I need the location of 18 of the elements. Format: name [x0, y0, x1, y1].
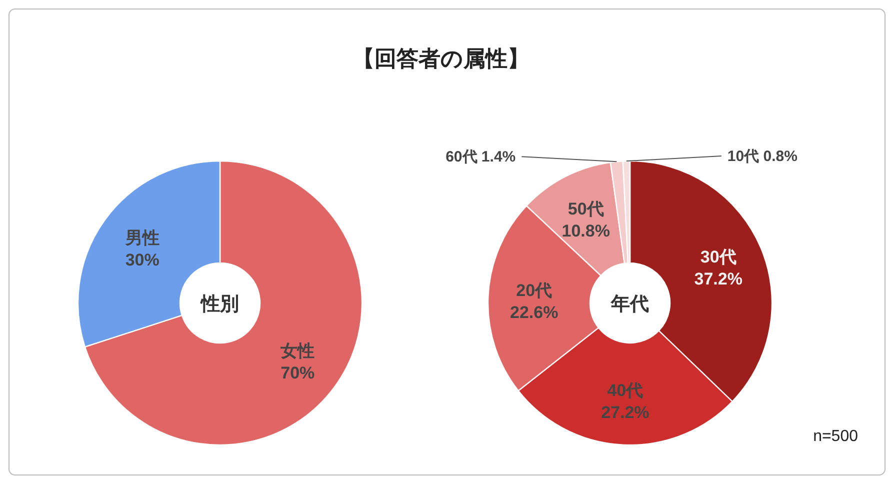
slice-label: 20代 [516, 280, 552, 300]
text: n=500 [813, 428, 858, 445]
slice-label: 女性 [280, 341, 315, 360]
data-label: 27.2% [601, 402, 650, 422]
text: 性別 [200, 294, 239, 315]
slice-label: 50代 [568, 200, 604, 219]
data-label: 30% [125, 250, 160, 270]
slice-label: 40代 [607, 380, 644, 400]
data-label: 37.2% [694, 269, 742, 288]
slice-label: 30代 [700, 247, 736, 266]
slice-label: 男性 [124, 228, 160, 248]
slice-label: 60代 1.4% [446, 148, 516, 166]
text: 年代 [610, 294, 649, 315]
data-label: 22.6% [510, 302, 558, 322]
data-label: 70% [280, 363, 315, 382]
text: 【回答者の属性】 [352, 46, 530, 71]
data-label: 10.8% [562, 222, 610, 241]
slice-label: 10代 0.8% [727, 148, 798, 166]
